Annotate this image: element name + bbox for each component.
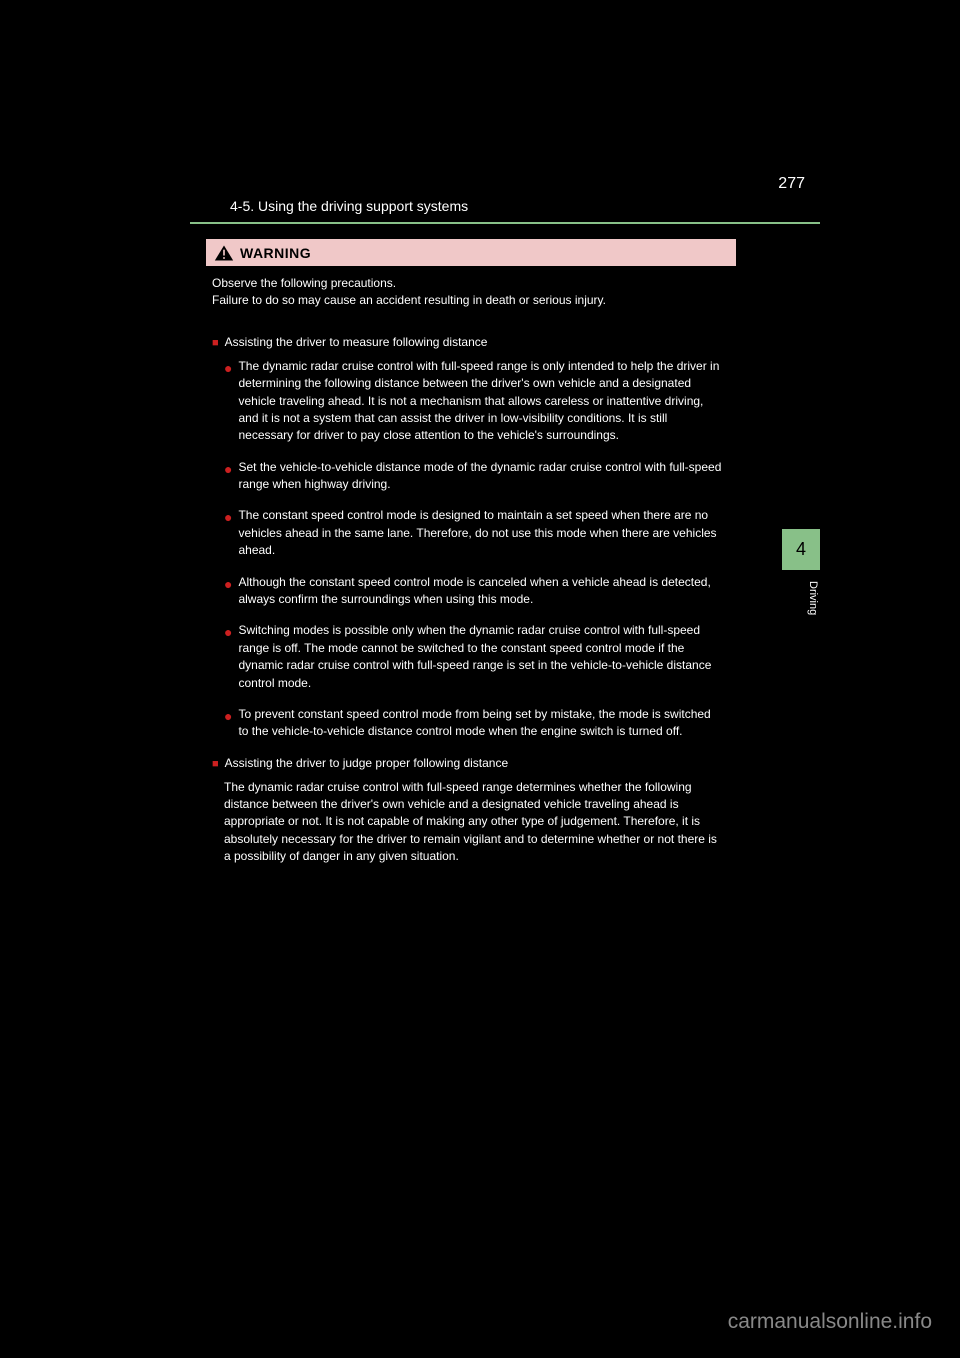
bullet-marker-icon: ●: [224, 622, 232, 692]
bullet-text: The constant speed control mode is desig…: [238, 507, 722, 559]
bullet-text: Although the constant speed control mode…: [238, 574, 722, 609]
bullet-text: Switching modes is possible only when th…: [238, 622, 722, 692]
bullet-item: ● The constant speed control mode is des…: [212, 507, 722, 559]
warning-label: WARNING: [240, 245, 311, 261]
intro-text: Observe the following precautions. Failu…: [212, 275, 722, 310]
subsection-2-title-text: Assisting the driver to judge proper fol…: [225, 756, 509, 770]
bullet-item: ● The dynamic radar cruise control with …: [212, 358, 722, 445]
header-divider: [190, 222, 820, 224]
bullet-item: ● To prevent constant speed control mode…: [212, 706, 722, 741]
bullet-text: To prevent constant speed control mode f…: [238, 706, 722, 741]
subsection-2-title: ■ Assisting the driver to judge proper fo…: [212, 755, 722, 773]
section-2-text: The dynamic radar cruise control with fu…: [212, 779, 722, 866]
chapter-tab: 4: [782, 529, 820, 570]
bullet-text: Set the vehicle-to-vehicle distance mode…: [238, 459, 722, 494]
bullet-marker-icon: ●: [224, 574, 232, 609]
bullet-marker-icon: ●: [224, 507, 232, 559]
bullet-text: The dynamic radar cruise control with fu…: [238, 358, 722, 445]
section-breadcrumb: 4-5. Using the driving support systems: [230, 198, 468, 214]
bullet-marker-icon: ●: [224, 358, 232, 445]
chapter-number: 4: [796, 539, 806, 560]
chapter-label: Driving: [807, 581, 819, 615]
bullet-item: ● Switching modes is possible only when …: [212, 622, 722, 692]
bullet-item: ● Although the constant speed control mo…: [212, 574, 722, 609]
bullet-marker-icon: ●: [224, 706, 232, 741]
subsection-1-title: ■ Assisting the driver to measure followi…: [212, 334, 722, 352]
square-marker-icon: ■: [212, 757, 219, 773]
content-area: Observe the following precautions. Failu…: [212, 275, 722, 866]
page-number: 277: [778, 175, 805, 193]
warning-triangle-icon: [214, 244, 234, 262]
square-marker-icon: ■: [212, 336, 219, 352]
warning-header: WARNING: [206, 239, 736, 266]
bullet-item: ● Set the vehicle-to-vehicle distance mo…: [212, 459, 722, 494]
bullet-marker-icon: ●: [224, 459, 232, 494]
watermark: carmanualsonline.info: [728, 1310, 932, 1334]
subsection-1-title-text: Assisting the driver to measure followin…: [225, 335, 488, 349]
